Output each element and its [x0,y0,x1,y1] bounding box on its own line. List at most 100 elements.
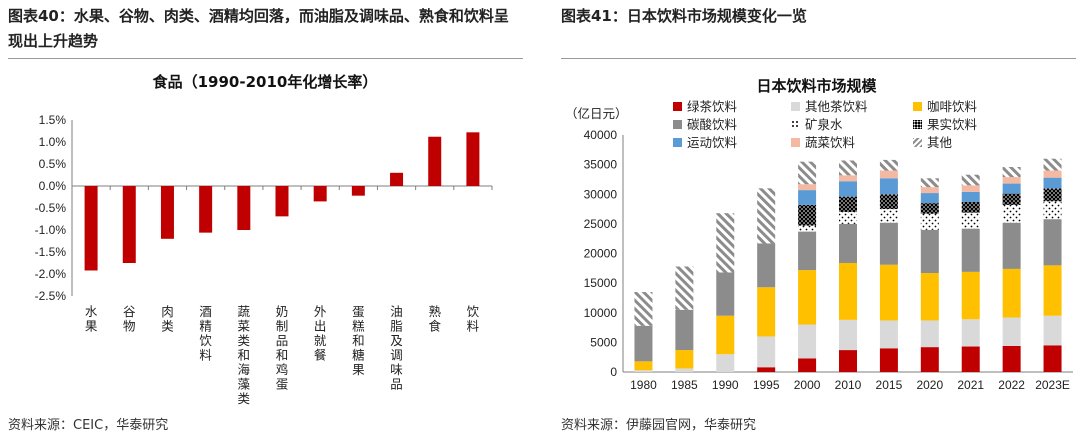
right-figure-panel: 图表41：日本饮料市场规模变化一览 日本饮料市场规模 绿茶饮料 其他茶饮料 咖啡饮料… [553,0,1080,438]
legend-item-2: 咖啡饮料 [913,96,977,115]
bar-segment-8 [757,188,776,244]
legend-label: 其他茶饮料 [805,99,868,114]
bar-2 [160,186,174,239]
bar-segment-7 [961,185,980,192]
legend-swatch [913,138,922,147]
bar-segment-5 [839,196,857,213]
bar-segment-2 [716,315,735,355]
legend-swatch [673,102,682,111]
legend-swatch [673,138,682,147]
x-category-label-7: 蛋糕和糖果 [352,304,365,377]
bar-segment-5 [1002,193,1021,205]
bar-segment-5 [920,203,939,214]
bar-segment-4 [839,212,857,224]
bar-segment-1 [1043,315,1062,346]
x-category-label-2: 1990 [712,378,739,392]
bar-segment-8 [879,159,898,171]
bar-segment-0 [757,367,776,372]
bar-segment-5 [798,204,817,226]
bar-segment-6 [839,181,857,197]
legend-item-5: 果实饮料 [913,114,977,133]
legend-swatch [913,120,922,129]
bar-segment-3 [1002,222,1021,269]
bar-segment-1 [920,320,939,348]
figure-41-rule [561,58,1076,59]
y-tick-label: 5000 [590,335,617,349]
bar-segment-2 [1043,265,1062,316]
bar-segment-3 [757,243,776,288]
bar-segment-3 [634,325,653,362]
y-tick-label: -1.5% [35,245,67,259]
bar-segment-5 [1043,188,1062,202]
y-tick-label: 0.5% [39,157,67,171]
bar-segment-1 [961,319,980,347]
bar-segment-2 [798,270,817,325]
bar-segment-4 [961,212,980,229]
bar-segment-2 [920,273,939,321]
y-tick-label: 35000 [584,158,618,172]
bar-segment-8 [961,174,980,186]
x-category-label-1: 1985 [671,378,698,392]
y-tick-label: 25000 [584,217,618,231]
y-tick-label: 1.5% [39,113,67,127]
legend-item-4: 矿泉水 [791,114,843,133]
y-tick-label: 1.0% [39,135,67,149]
bar-segment-2 [961,271,980,320]
bar-segment-8 [634,292,653,326]
legend-item-3: 碳酸饮料 [673,114,737,133]
bar-segment-6 [798,190,817,205]
bar-segment-3 [879,222,898,265]
x-category-label-0: 水果 [85,304,98,334]
bar-segment-7 [798,184,817,191]
bar-segment-0 [1043,345,1062,372]
bar-segment-1 [798,324,817,359]
bar-segment-7 [1002,177,1021,184]
bar-segment-0 [1002,345,1021,372]
y-tick-label: -0.5% [35,201,67,215]
bar-segment-8 [839,160,857,176]
bar-segment-6 [920,193,939,204]
bar-9 [428,136,442,186]
y-tick-label: -2.0% [35,267,67,281]
legend-item-0: 绿茶饮料 [673,96,737,115]
bar-1 [122,186,136,263]
x-category-label-10: 2023E [1035,378,1070,392]
legend-item-1: 其他茶饮料 [791,96,868,115]
bar-segment-7 [879,170,898,179]
y-unit-label: （亿日元） [565,106,628,121]
bar-segment-4 [1002,204,1021,223]
x-category-label-4: 蔬菜类和海藻类 [238,304,251,406]
bar-segment-0 [879,348,898,372]
bar-10 [466,132,480,186]
bar-7 [351,186,365,196]
x-category-label-8: 油脂及调味品 [390,304,403,392]
market-size-stacked-bar-chart: （亿日元）40000350003000025000200001500010000… [565,106,1073,392]
bar-segment-4 [920,213,939,230]
legend-item-8: 其他 [913,132,952,151]
figure-40-source: 资料来源：CEIC，华泰研究 [8,418,169,433]
bar-segment-2 [839,262,857,320]
legend-label: 碳酸饮料 [687,117,738,132]
legend-swatch [673,120,682,129]
bar-segment-8 [1043,158,1062,171]
y-tick-label: 10000 [584,306,618,320]
bar-segment-2 [675,350,694,369]
y-tick-label: 0.0% [39,179,67,193]
y-tick-label: -2.5% [35,289,67,303]
bar-segment-8 [920,178,939,188]
legend-swatch [791,102,800,111]
bar-segment-3 [961,228,980,272]
bar-0 [84,186,98,271]
legend-label: 其他 [927,135,953,150]
legend-label: 蔬菜饮料 [805,135,856,150]
legend-item-7: 蔬菜饮料 [791,132,855,151]
y-tick-label: 40000 [584,128,618,142]
x-category-label-4: 2000 [794,378,821,392]
legend-swatch [791,138,800,147]
bar-segment-1 [879,320,898,349]
bar-segment-0 [920,347,939,372]
bar-segment-0 [798,358,817,372]
bar-segment-3 [839,223,857,263]
bar-8 [390,172,404,186]
legend-label: 咖啡饮料 [927,99,978,114]
